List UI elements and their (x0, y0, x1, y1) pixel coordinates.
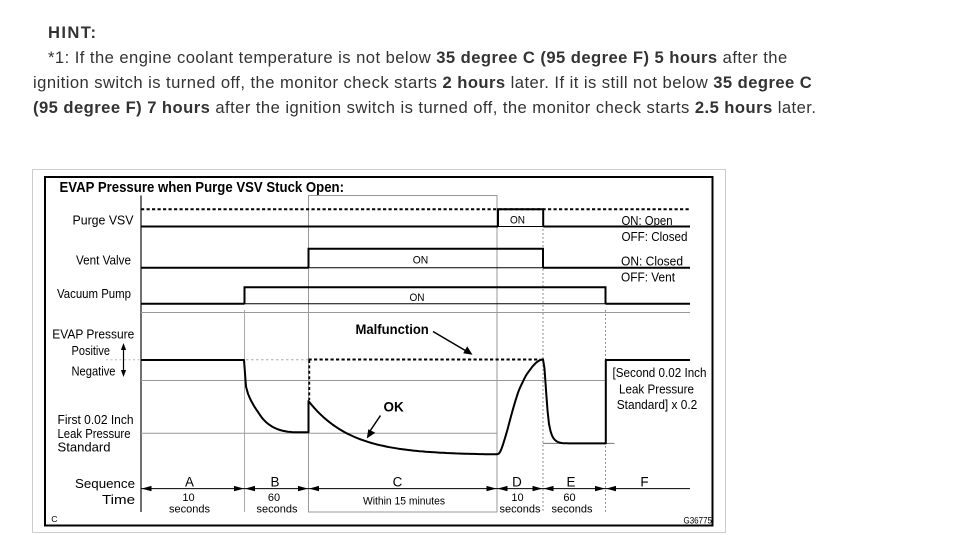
svg-text:Vent Valve: Vent Valve (76, 252, 131, 267)
svg-text:60: 60 (268, 492, 280, 504)
svg-text:Leak Pressure: Leak Pressure (58, 426, 131, 441)
svg-text:A: A (185, 475, 194, 490)
svg-text:Malfunction: Malfunction (356, 322, 429, 337)
svg-text:EVAP Pressure: EVAP Pressure (52, 326, 134, 341)
svg-text:ON: ON (413, 254, 429, 266)
svg-text:EVAP Pressure when Purge VSV S: EVAP Pressure when Purge VSV Stuck Open: (60, 179, 345, 196)
svg-text:Standard: Standard (58, 440, 111, 455)
svg-text:Purge VSV: Purge VSV (73, 212, 134, 227)
svg-text:[Second 0.02 Inch: [Second 0.02 Inch (613, 365, 707, 380)
svg-text:10: 10 (182, 492, 194, 504)
svg-text:G36775: G36775 (684, 515, 713, 525)
svg-text:Vacuum Pump: Vacuum Pump (57, 286, 131, 301)
svg-text:Standard] x 0.2: Standard] x 0.2 (617, 397, 698, 412)
svg-text:E: E (567, 475, 576, 490)
svg-text:Sequence: Sequence (75, 476, 135, 491)
svg-text:seconds: seconds (257, 503, 298, 515)
svg-text:OFF: Vent: OFF: Vent (621, 270, 675, 285)
svg-text:C: C (393, 475, 403, 490)
svg-text:Within 15 minutes: Within 15 minutes (363, 496, 445, 508)
svg-text:OFF: Closed: OFF: Closed (622, 229, 688, 244)
svg-text:ON: Open: ON: Open (622, 213, 673, 228)
svg-text:seconds: seconds (500, 503, 541, 515)
svg-text:60: 60 (563, 492, 575, 504)
svg-text:D: D (512, 475, 522, 490)
svg-text:B: B (271, 475, 280, 490)
svg-text:10: 10 (511, 492, 523, 504)
svg-text:seconds: seconds (552, 503, 593, 515)
svg-text:Leak Pressure: Leak Pressure (619, 382, 694, 397)
svg-text:OK: OK (384, 399, 405, 414)
svg-text:C: C (51, 514, 57, 524)
svg-text:seconds: seconds (169, 503, 210, 515)
svg-text:Negative: Negative (72, 365, 116, 379)
svg-text:ON: Closed: ON: Closed (621, 253, 683, 268)
svg-text:ON: ON (410, 292, 425, 304)
svg-text:ON: ON (510, 215, 525, 227)
svg-text:Time: Time (102, 492, 135, 507)
svg-text:First 0.02 Inch: First 0.02 Inch (58, 412, 134, 427)
svg-text:F: F (640, 475, 648, 490)
svg-text:Positive: Positive (72, 344, 111, 358)
